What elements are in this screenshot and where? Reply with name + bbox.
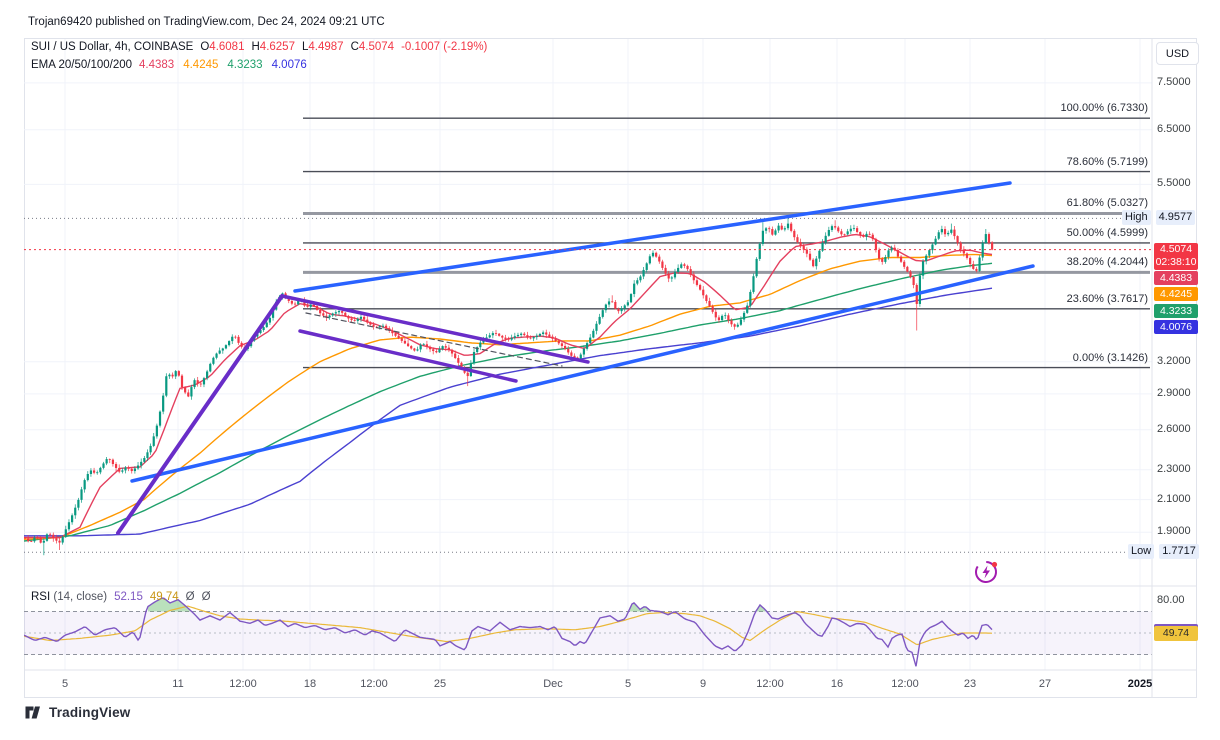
- price-tick-label: 3.2000: [1157, 354, 1191, 367]
- time-tick-label: 27: [1038, 678, 1052, 690]
- ema-legend-value: 4.4383: [139, 59, 175, 71]
- ohlc-item: H4.6257: [251, 41, 295, 53]
- price-pane[interactable]: [24, 117, 1152, 556]
- fib-level-label: 23.60% (3.7617): [1066, 292, 1148, 305]
- rsi-values: 52.15 49.74 Ø Ø: [114, 591, 210, 603]
- price-tick-label: 5.5000: [1157, 177, 1191, 190]
- tradingview-glyph-icon: [25, 706, 40, 719]
- ohlc-item: C4.5074: [350, 41, 395, 53]
- rsi-legend-row: RSI (14, close) 52.15 49.74 Ø Ø: [31, 591, 211, 603]
- flag-top-line[interactable]: [280, 294, 590, 364]
- symbol-legend-row: SUI / US Dollar, 4h, COINBASE O4.6081 H4.…: [31, 41, 487, 53]
- ohlc-item: L4.4987: [301, 41, 344, 53]
- ema-axis-badge: 4.4383: [1154, 271, 1198, 285]
- ema-values: 4.4383 4.4245 4.3233 4.0076: [139, 59, 307, 71]
- lightning-circle-icon: [972, 557, 1002, 592]
- time-tick-label: 12:00: [360, 678, 388, 690]
- low-marker: Low 1.7717: [1128, 544, 1199, 560]
- price-tick-label: 6.5000: [1157, 122, 1191, 135]
- price-tick-label: 1.9000: [1157, 525, 1191, 538]
- last-price-badge: 4.5074 02:38:10: [1154, 242, 1198, 270]
- rsi-pane[interactable]: [24, 597, 1152, 667]
- ema100-line[interactable]: [24, 262, 993, 542]
- time-tick-label: 11: [172, 678, 184, 690]
- ema-axis-badge: 4.0076: [1154, 319, 1198, 334]
- change-value: -0.1007 (-2.19%): [401, 41, 488, 53]
- ema-legend-value: 4.0076: [271, 59, 307, 71]
- price-tick-label: 7.5000: [1157, 75, 1191, 88]
- fib-level-label: 78.60% (5.7199): [1066, 155, 1148, 168]
- time-tick-label: 5: [61, 678, 69, 690]
- price-tick-label: 2.1000: [1157, 492, 1191, 505]
- ema-legend-value: 4.4245: [183, 59, 219, 71]
- symbol-title[interactable]: SUI / US Dollar, 4h, COINBASE: [31, 41, 194, 53]
- flag-mid-dashed-line[interactable]: [305, 312, 563, 367]
- fib-level-label: 61.80% (5.0327): [1066, 197, 1148, 210]
- impulse-line[interactable]: [116, 294, 284, 535]
- time-tick-label: 23: [963, 678, 977, 690]
- ema-legend-row: EMA 20/50/100/200 4.4383 4.4245 4.3233 4.00…: [31, 59, 307, 71]
- time-tick-label: Dec: [543, 678, 563, 690]
- time-tick-label: 12:00: [891, 678, 919, 690]
- ema-axis-badge: 4.3233: [1154, 303, 1198, 318]
- publish-byline: Trojan69420 published on TradingView.com…: [28, 16, 385, 28]
- time-tick-label: 18: [303, 678, 317, 690]
- fib-level-label: 50.00% (4.5999): [1066, 226, 1148, 239]
- candles: [24, 218, 994, 556]
- ohlc-values: O4.6081 H4.6257 L4.4987 C4.5074: [200, 41, 394, 53]
- price-tick-label: 2.3000: [1157, 462, 1191, 475]
- rsi-line[interactable]: [24, 597, 993, 667]
- ema200-line[interactable]: [24, 287, 993, 537]
- time-tick-label: 12:00: [756, 678, 784, 690]
- ema20-line[interactable]: [24, 233, 993, 539]
- fib-retracement[interactable]: [303, 117, 1150, 369]
- time-tick-label: 12:00: [229, 678, 257, 690]
- time-tick-label: 5: [624, 678, 632, 690]
- rsi-null-value: Ø: [201, 591, 211, 603]
- fib-level-label: 38.20% (4.2044): [1066, 256, 1148, 269]
- high-marker: High 4.9577: [1122, 210, 1196, 226]
- rsi-null-value: Ø: [185, 591, 195, 603]
- ema-legend-value: 4.3233: [227, 59, 263, 71]
- rsi-legend-value: 52.15: [114, 591, 143, 603]
- rsi-title[interactable]: RSI (14, close): [31, 591, 108, 603]
- channel-top-line[interactable]: [293, 181, 1012, 293]
- ohlc-item: O4.6081: [200, 41, 245, 53]
- time-tick-label: 25: [433, 678, 447, 690]
- ema-axis-badge: 4.4245: [1154, 287, 1198, 302]
- time-tick-label: 2025: [1127, 678, 1153, 690]
- flag-bottom-line[interactable]: [298, 329, 518, 383]
- ema-legend-label[interactable]: EMA 20/50/100/200: [31, 59, 133, 71]
- tradingview-footer-logo[interactable]: TradingView: [25, 705, 130, 720]
- time-tick-label: 16: [830, 678, 844, 690]
- currency-toggle-button[interactable]: USD: [1156, 42, 1199, 65]
- ema50-line[interactable]: [24, 253, 993, 540]
- rsi-legend-value: 49.74: [149, 591, 179, 603]
- rsi-axis-badge: 49.74: [1154, 626, 1198, 642]
- price-tick-label: 2.9000: [1157, 386, 1191, 399]
- fib-level-label: 100.00% (6.7330): [1060, 102, 1148, 115]
- rsi-ma-line[interactable]: [24, 605, 992, 646]
- time-tick-label: 9: [699, 678, 707, 690]
- rsi-tick-label: 80.00: [1157, 593, 1185, 606]
- price-tick-label: 2.6000: [1157, 422, 1191, 435]
- channel-bottom-line[interactable]: [130, 264, 1035, 483]
- fib-level-label: 0.00% (3.1426): [1072, 351, 1148, 364]
